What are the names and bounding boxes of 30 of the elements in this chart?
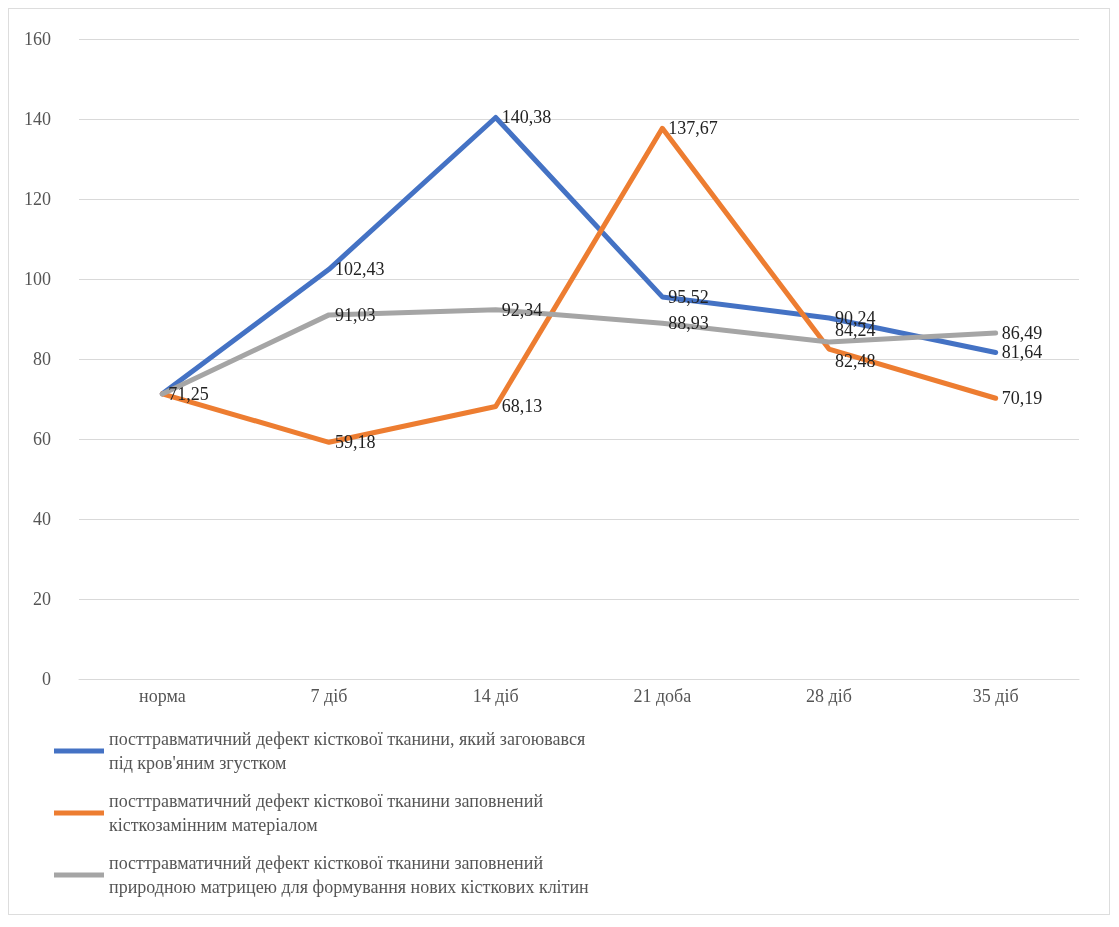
legend-label: посттравматичний дефект кісткової тканини, який загоювався під кров'яним згустком xyxy=(109,729,590,773)
data-label: 102,43 xyxy=(335,259,385,280)
data-label: 91,03 xyxy=(335,304,376,325)
y-tick-label: 0 xyxy=(42,669,51,689)
data-label: 137,67 xyxy=(668,118,718,139)
x-tick-label: 28 діб xyxy=(806,686,852,706)
data-label: 86,49 xyxy=(1001,323,1043,344)
x-tick-label: 21 доба xyxy=(633,686,692,706)
y-tick-label: 20 xyxy=(33,589,51,609)
data-label: 140,38 xyxy=(501,107,552,128)
x-tick-label: 35 діб xyxy=(972,686,1019,706)
y-tick-label: 100 xyxy=(24,269,51,289)
data-label: 88,93 xyxy=(668,313,709,334)
data-label: 59,18 xyxy=(335,432,376,453)
data-label: 92,34 xyxy=(501,299,543,320)
legend-label: посттравматичний дефект кісткової тканини заповнений природною матрицею для формування нових кісткових клітин xyxy=(109,853,590,897)
x-tick-label: норма xyxy=(139,686,186,706)
data-label: 71,25 xyxy=(168,384,209,404)
y-tick-label: 40 xyxy=(33,509,51,529)
y-tick-label: 120 xyxy=(24,189,51,209)
data-label: 70,19 xyxy=(1001,388,1043,409)
y-tick-label: 80 xyxy=(33,349,51,369)
y-tick-label: 60 xyxy=(33,429,51,449)
y-tick-label: 160 xyxy=(24,29,51,49)
legend-label: посттравматичний дефект кісткової тканини заповнений кісткозамінним матеріалом xyxy=(109,791,548,835)
x-tick-label: 7 діб xyxy=(310,686,348,706)
data-label: 68,13 xyxy=(501,396,543,417)
data-label: 81,64 xyxy=(1001,342,1043,363)
x-tick-label: 14 діб xyxy=(472,686,519,706)
y-tick-label: 140 xyxy=(24,109,51,129)
